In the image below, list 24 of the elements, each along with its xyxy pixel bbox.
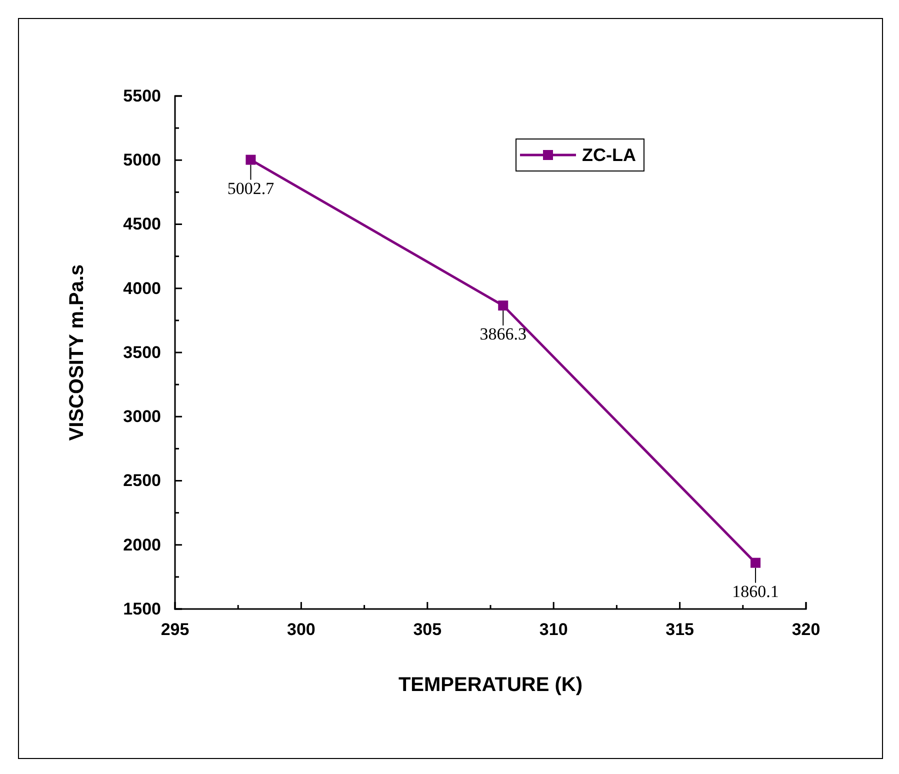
point [498,300,508,311]
x-tick-label: 320 [792,620,820,640]
x-tick-label: 310 [539,620,568,640]
point [750,558,761,568]
x-tick-label: 295 [160,620,190,640]
data-label: 5002.7 [227,178,275,198]
data-label: 3866.3 [480,324,526,344]
y-tick-label: 4000 [123,278,161,298]
y-tick-label: 4500 [123,214,161,234]
data-label: 1860.1 [732,582,779,601]
y-tick-label: 2000 [123,535,161,554]
x-tick-label: 300 [287,620,316,640]
y-tick-label: 5000 [123,150,161,170]
x-axis-title: TEMPERATURE (K) [398,674,583,696]
y-axis-title: VISCOSITY m.Pa.s [66,264,88,441]
y-tick-label: 3000 [123,407,161,426]
legend-label: ZC-LA [582,145,636,165]
point [246,154,256,165]
x-tick-label: 305 [413,620,442,640]
y-tick-label: 1500 [123,599,161,618]
x-tick-label: 315 [666,620,694,640]
y-tick-label: 5500 [123,86,161,106]
y-tick-label: 2500 [123,471,161,490]
y-tick-label: 3500 [123,342,161,362]
